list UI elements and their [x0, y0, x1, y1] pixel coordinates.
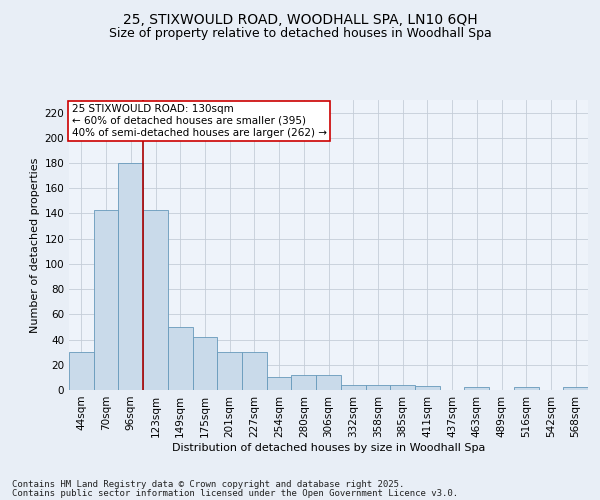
Bar — [217, 352, 242, 390]
Bar — [143, 210, 168, 390]
Bar — [415, 386, 440, 390]
Text: 25 STIXWOULD ROAD: 130sqm
← 60% of detached houses are smaller (395)
40% of semi: 25 STIXWOULD ROAD: 130sqm ← 60% of detac… — [71, 104, 326, 138]
Bar — [563, 388, 588, 390]
Text: 25, STIXWOULD ROAD, WOODHALL SPA, LN10 6QH: 25, STIXWOULD ROAD, WOODHALL SPA, LN10 6… — [122, 12, 478, 26]
Bar — [118, 163, 143, 390]
Text: Contains public sector information licensed under the Open Government Licence v3: Contains public sector information licen… — [12, 489, 458, 498]
Bar — [514, 388, 539, 390]
Text: Contains HM Land Registry data © Crown copyright and database right 2025.: Contains HM Land Registry data © Crown c… — [12, 480, 404, 489]
Bar — [390, 385, 415, 390]
Text: Size of property relative to detached houses in Woodhall Spa: Size of property relative to detached ho… — [109, 28, 491, 40]
Bar — [292, 375, 316, 390]
Bar — [365, 385, 390, 390]
Bar — [193, 337, 217, 390]
Bar — [341, 385, 365, 390]
X-axis label: Distribution of detached houses by size in Woodhall Spa: Distribution of detached houses by size … — [172, 442, 485, 452]
Bar — [69, 352, 94, 390]
Y-axis label: Number of detached properties: Number of detached properties — [30, 158, 40, 332]
Bar — [464, 388, 489, 390]
Bar — [94, 210, 118, 390]
Bar — [316, 375, 341, 390]
Bar — [267, 378, 292, 390]
Bar — [168, 327, 193, 390]
Bar — [242, 352, 267, 390]
